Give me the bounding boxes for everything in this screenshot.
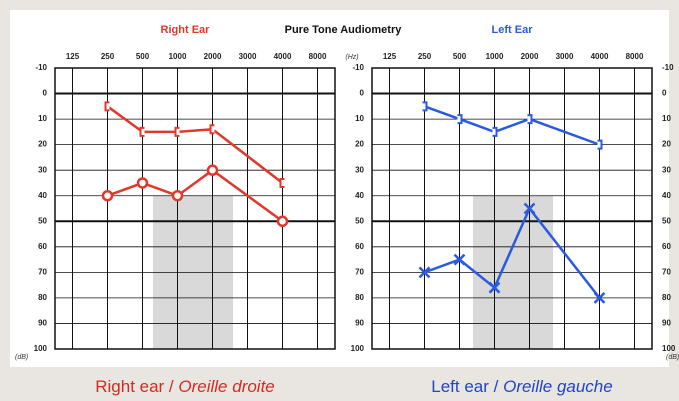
marker-circle [136, 177, 149, 189]
caption-italic: Oreille droite [178, 377, 274, 396]
x-tick-label: 3000 [556, 52, 574, 61]
x-tick-label: 3000 [239, 52, 257, 61]
y-tick-label: 80 [38, 293, 47, 302]
x-tick-label: 8000 [309, 52, 327, 61]
y-tick-label: 70 [662, 267, 671, 276]
x-tick-label: 1000 [169, 52, 187, 61]
x-tick-label: 1000 [486, 52, 504, 61]
y-tick-label: 0 [43, 89, 48, 98]
y-tick-label: 20 [662, 140, 671, 149]
marker-bracket [104, 101, 110, 112]
y-tick-label: 30 [38, 165, 47, 174]
y-tick-label: 50 [355, 216, 364, 225]
y-tick-label: 10 [38, 114, 47, 123]
caption: Right ear / Oreille droite [95, 377, 275, 396]
y-tick-label: 90 [38, 319, 47, 328]
y-tick-label: 100 [351, 344, 365, 353]
x-unit: (Hz) [345, 54, 358, 61]
y-tick-label: 10 [355, 114, 364, 123]
y-tick-label: 80 [355, 293, 364, 302]
chart-title: Right Ear [161, 24, 211, 36]
x-tick-label: 2000 [204, 52, 222, 61]
y-tick-label: 70 [355, 267, 364, 276]
plot-frame [371, 67, 653, 350]
y-tick-label: -10 [662, 63, 674, 72]
x-tick-label: 4000 [591, 52, 609, 61]
y-tick-label: 90 [355, 319, 364, 328]
y-tick-label: 60 [38, 242, 47, 251]
y-tick-label: 80 [662, 293, 671, 302]
x-tick-label: 250 [101, 52, 115, 61]
y-unit: (dB) [15, 354, 28, 361]
marker-bracket [209, 124, 215, 135]
y-tick-label: 100 [34, 344, 48, 353]
page-title: Pure Tone Audiometry [285, 24, 403, 36]
x-tick-label: 4000 [274, 52, 292, 61]
marker-bracket [527, 114, 533, 125]
marker-bracket [139, 126, 145, 137]
marker-circle [171, 189, 184, 202]
chart-title: Left Ear [492, 24, 534, 36]
marker-circle [276, 215, 289, 228]
marker-bracket [174, 126, 180, 137]
marker-cross [593, 292, 606, 304]
y-tick-label: 60 [662, 242, 671, 251]
marker-bracket [492, 126, 498, 137]
y-tick-label: 40 [38, 191, 47, 200]
marker-cross [418, 266, 431, 279]
y-tick-label: 0 [662, 89, 667, 98]
x-tick-label: 125 [66, 52, 80, 61]
x-tick-label: 500 [453, 52, 467, 61]
x-tick-label: 500 [136, 52, 150, 61]
y-tick-label: 60 [355, 242, 364, 251]
y-tick-label: 50 [38, 216, 47, 225]
y-tick-label: 70 [38, 267, 47, 276]
x-tick-label: 125 [383, 52, 397, 61]
y-tick-label: 30 [662, 165, 671, 174]
marker-bracket [422, 101, 428, 112]
marker-cross [453, 253, 466, 266]
plot-frame [54, 67, 336, 350]
y-tick-label: -10 [35, 63, 47, 72]
y-tick-label: 10 [662, 114, 671, 123]
y-tick-label: 0 [360, 89, 365, 98]
y-tick-label: 90 [662, 319, 671, 328]
y-tick-label: 20 [355, 140, 364, 149]
y-tick-label: 30 [355, 165, 364, 174]
marker-cross [488, 281, 501, 294]
y-tick-label: 40 [662, 191, 671, 200]
x-tick-label: 8000 [626, 52, 644, 61]
marker-bracket [597, 139, 603, 150]
marker-bracket [457, 114, 463, 125]
marker-bracket [279, 177, 285, 188]
marker-cross [523, 202, 536, 215]
y-tick-label: 20 [38, 140, 47, 149]
y-tick-label: 40 [355, 191, 364, 200]
caption: Left ear / Oreille gauche [431, 377, 612, 396]
y-unit: (dB) [666, 354, 679, 361]
caption-italic: Oreille gauche [503, 377, 613, 396]
x-tick-label: 250 [418, 52, 432, 61]
y-tick-label: 100 [662, 344, 676, 353]
y-tick-label: -10 [352, 63, 364, 72]
caption-main: Right ear / [95, 377, 178, 396]
caption-main: Left ear / [431, 377, 503, 396]
x-tick-label: 2000 [521, 52, 539, 61]
panel [10, 10, 669, 367]
y-tick-label: 50 [662, 216, 671, 225]
marker-circle [101, 189, 114, 202]
marker-circle [206, 164, 219, 176]
